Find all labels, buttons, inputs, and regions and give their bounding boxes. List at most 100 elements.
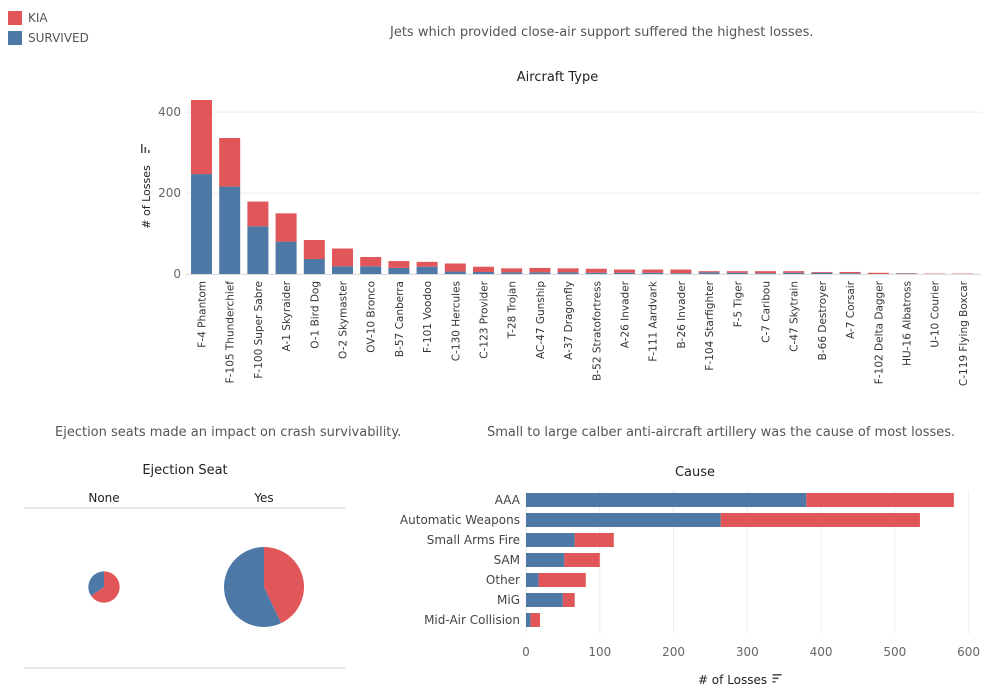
bar-survived-f-100-super-sabre[interactable]	[247, 226, 269, 274]
bar-kia-mig[interactable]	[562, 593, 575, 607]
bar-survived-ov-10-bronco[interactable]	[360, 266, 382, 274]
x-tick-label: A-7 Corsair	[845, 280, 857, 339]
y-axis-label: # of Losses	[140, 165, 153, 229]
bar-survived-a-1-skyraider[interactable]	[275, 241, 297, 274]
x-axis-label: # of Losses	[698, 673, 767, 685]
bar-kia-f-104-starfighter[interactable]	[698, 271, 720, 273]
x-tick-label: B-66 Destroyer	[817, 280, 829, 360]
bar-kia-other[interactable]	[538, 573, 586, 587]
y-tick-label: 0	[173, 267, 181, 281]
caption-ejection: Ejection seats made an impact on crash s…	[55, 425, 402, 440]
x-tick-label: F-111 Aardvark	[648, 280, 660, 362]
bar-kia-c-130-hercules[interactable]	[444, 263, 466, 272]
bar-survived-o-1-bird-dog[interactable]	[303, 259, 325, 274]
legend-item-kia[interactable]: KIA	[8, 8, 89, 28]
pie-slice-none-kia[interactable]	[91, 571, 120, 603]
bar-kia-b-66-destroyer[interactable]	[811, 271, 833, 273]
bar-kia-aaa[interactable]	[806, 493, 954, 507]
bar-survived-mig[interactable]	[526, 593, 563, 607]
cause-chart-title: Cause	[674, 465, 716, 480]
bar-survived-c-123-provider[interactable]	[473, 271, 494, 274]
bar-kia-c-123-provider[interactable]	[473, 266, 494, 272]
bar-survived-sam[interactable]	[526, 553, 565, 567]
sort-icon-line	[141, 144, 143, 153]
bar-survived-c-7-caribou[interactable]	[755, 273, 776, 274]
x-tick-label: F-102 Delta Dagger	[873, 280, 885, 384]
pie-slice-yes-survived[interactable]	[224, 547, 282, 627]
bar-kia-f-111-aardvark[interactable]	[642, 269, 664, 273]
bar-kia-a-37-dragonfly[interactable]	[557, 268, 579, 273]
y-tick-label: 400	[158, 105, 181, 119]
bar-kia-c-47-skytrain[interactable]	[783, 271, 805, 273]
bar-kia-t-28-trojan[interactable]	[501, 268, 523, 273]
bar-kia-f-100-super-sabre[interactable]	[247, 201, 269, 227]
bar-survived-mid-air-collision[interactable]	[526, 613, 531, 627]
bar-kia-f-4-phantom[interactable]	[191, 100, 212, 175]
bar-survived-c-130-hercules[interactable]	[444, 271, 466, 274]
bar-survived-c-47-skytrain[interactable]	[783, 272, 805, 274]
bar-kia-ac-47-gunship[interactable]	[529, 267, 551, 273]
bar-survived-a-37-dragonfly[interactable]	[557, 272, 579, 274]
x-tick-label: HU-16 Albatross	[902, 281, 914, 366]
legend-label-survived: SURVIVED	[28, 31, 89, 45]
x-tick-label: 200	[662, 645, 685, 659]
x-tick-label: O-2 Skymaster	[338, 280, 350, 359]
x-tick-label: 0	[522, 645, 530, 659]
bar-survived-f-4-phantom[interactable]	[191, 174, 212, 274]
bar-kia-sam[interactable]	[564, 553, 600, 567]
bar-kia-o-1-bird-dog[interactable]	[303, 240, 325, 260]
bar-kia-f-101-voodoo[interactable]	[416, 261, 438, 267]
bar-kia-automatic-weapons[interactable]	[720, 513, 920, 527]
bar-survived-b-26-invader[interactable]	[670, 273, 692, 274]
pie-slice-none-survived[interactable]	[88, 571, 104, 596]
bar-survived-a-26-invader[interactable]	[614, 272, 635, 274]
bar-kia-b-52-stratofortress[interactable]	[585, 268, 607, 273]
y-tick-label: Small Arms Fire	[427, 533, 520, 547]
bar-kia-a-26-invader[interactable]	[614, 269, 635, 273]
x-tick-label: O-1 Bird Dog	[309, 281, 321, 349]
y-tick-label: Other	[486, 573, 520, 587]
bar-survived-automatic-weapons[interactable]	[526, 513, 721, 527]
bar-survived-o-2-skymaster[interactable]	[332, 266, 353, 274]
bar-kia-a-7-corsair[interactable]	[839, 271, 861, 274]
legend-label-kia: KIA	[28, 11, 48, 25]
bar-kia-small-arms-fire[interactable]	[574, 533, 614, 547]
pie-slice-yes-kia[interactable]	[264, 547, 304, 624]
bar-survived-f-111-aardvark[interactable]	[642, 272, 664, 274]
bar-survived-b-66-destroyer[interactable]	[811, 272, 833, 274]
x-axis-sort-icon[interactable]	[772, 674, 782, 683]
bar-kia-b-57-canberra[interactable]	[388, 261, 410, 268]
x-tick-label: C-7 Caribou	[761, 281, 773, 343]
bar-kia-o-2-skymaster[interactable]	[332, 248, 353, 267]
x-tick-label: U-10 Courier	[930, 280, 942, 347]
legend: KIA SURVIVED	[8, 8, 89, 48]
bar-survived-small-arms-fire[interactable]	[526, 533, 575, 547]
bar-kia-mid-air-collision[interactable]	[530, 613, 541, 627]
bar-survived-a-7-corsair[interactable]	[839, 273, 861, 274]
bar-kia-b-26-invader[interactable]	[670, 269, 692, 274]
bar-survived-other[interactable]	[526, 573, 539, 587]
bar-survived-f-104-starfighter[interactable]	[698, 272, 720, 274]
aircraft-chart-title: Aircraft Type	[516, 70, 599, 85]
bar-survived-f-5-tiger[interactable]	[726, 272, 748, 274]
bar-kia-f-105-thunderchief[interactable]	[219, 138, 241, 187]
y-axis-sort-icon[interactable]	[141, 144, 150, 153]
bar-survived-t-28-trojan[interactable]	[501, 272, 523, 274]
bar-kia-ov-10-bronco[interactable]	[360, 257, 382, 267]
sort-icon-line	[772, 681, 776, 683]
bar-kia-f-102-delta-dagger[interactable]	[867, 272, 889, 274]
bar-kia-f-5-tiger[interactable]	[726, 271, 748, 273]
sort-icon-line	[148, 150, 150, 153]
x-tick-label: T-28 Trojan	[507, 281, 519, 339]
legend-item-survived[interactable]: SURVIVED	[8, 28, 89, 48]
bar-survived-ac-47-gunship[interactable]	[529, 272, 551, 274]
bar-kia-c-7-caribou[interactable]	[755, 271, 776, 274]
bar-survived-f-105-thunderchief[interactable]	[219, 186, 241, 274]
bar-kia-a-1-skyraider[interactable]	[275, 213, 297, 242]
bar-survived-aaa[interactable]	[526, 493, 807, 507]
x-tick-label: A-1 Skyraider	[281, 280, 293, 351]
sort-icon-line	[772, 677, 779, 680]
bar-survived-b-57-canberra[interactable]	[388, 267, 410, 274]
bar-survived-f-101-voodoo[interactable]	[416, 266, 438, 274]
bar-survived-b-52-stratofortress[interactable]	[585, 272, 607, 274]
